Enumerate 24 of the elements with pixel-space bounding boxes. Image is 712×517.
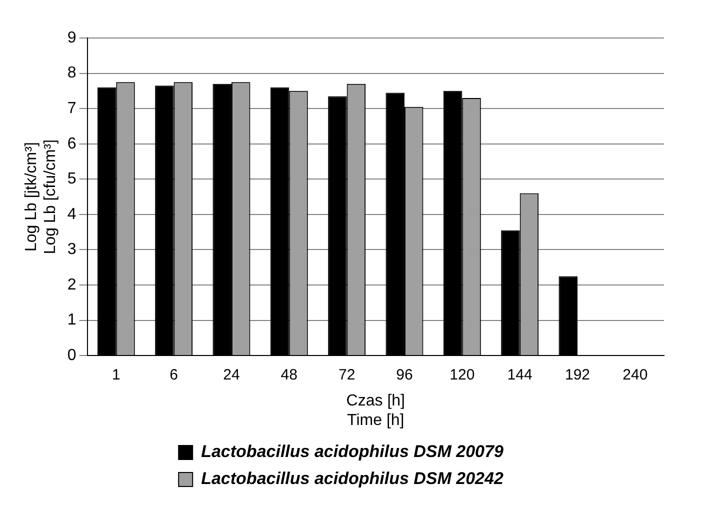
x-tick-label: 192	[564, 366, 590, 384]
y-tick-label: 7	[67, 100, 76, 117]
y-tick-label: 4	[67, 206, 76, 223]
y-tick-label: 3	[67, 241, 76, 258]
x-tick-label: 24	[223, 366, 240, 384]
x-axis-title: Czas [h] Time [h]	[346, 392, 405, 429]
y-tick-label: 9	[67, 29, 76, 46]
x-tick-label: 144	[507, 366, 532, 384]
y-tick-label: 5	[67, 170, 76, 188]
y-axis-title: Log Lb [jtk/cm³] Log Lb [cfu/cm³]	[23, 139, 60, 254]
y-tick-label: 2	[67, 276, 76, 294]
x-tick-label: 120	[450, 366, 475, 384]
legend-label: Lactobacillus acidophilus DSM 20079	[201, 442, 504, 462]
x-tick-label: 1	[112, 366, 120, 384]
y-tick-label: 0	[67, 347, 76, 364]
x-tick-label: 72	[338, 366, 356, 384]
x-tick-label: 48	[280, 366, 298, 384]
y-tick-label: 1	[67, 312, 76, 329]
y-tick-label: 8	[67, 64, 76, 82]
x-tick-label: 6	[170, 366, 178, 384]
y-tick-label: 6	[67, 135, 76, 152]
x-tick-label: 240	[622, 366, 648, 384]
legend-label: Lactobacillus acidophilus DSM 20242	[201, 469, 504, 488]
x-tick-label: 96	[396, 366, 413, 384]
